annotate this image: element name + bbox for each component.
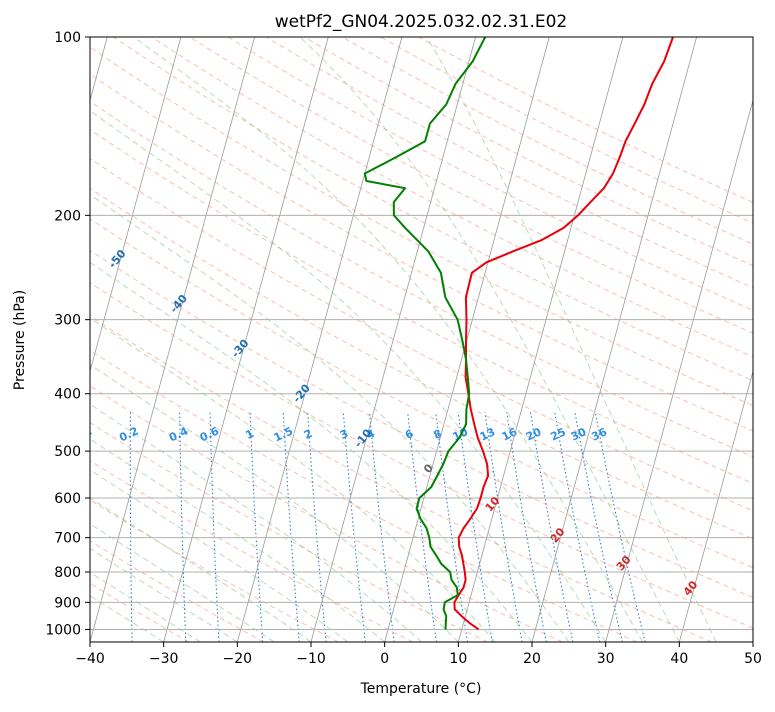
y-tick-label: 500 (54, 444, 81, 460)
x-tick-label: 10 (449, 651, 467, 667)
x-axis-label: Temperature (°C) (360, 681, 482, 697)
x-tick-label: −10 (296, 651, 326, 667)
x-tick-label: 30 (597, 651, 615, 667)
x-tick-label: −30 (149, 651, 179, 667)
x-tick-label: 0 (380, 651, 389, 667)
x-tick-label: −20 (223, 651, 253, 667)
x-tick-label: 50 (744, 651, 762, 667)
y-tick-label: 300 (54, 313, 81, 329)
y-tick-label: 600 (54, 491, 81, 507)
y-tick-label: 800 (54, 565, 81, 581)
y-tick-label: 900 (54, 595, 81, 611)
y-tick-label: 1000 (45, 622, 81, 638)
y-axis-label: Pressure (hPa) (12, 290, 28, 390)
y-tick-label: 400 (54, 387, 81, 403)
chart-title: wetPf2_GN04.2025.032.02.31.E02 (275, 12, 567, 32)
y-tick-label: 700 (54, 531, 81, 547)
y-tick-label: 100 (54, 30, 81, 46)
x-tick-label: 40 (670, 651, 688, 667)
y-tick-label: 200 (54, 208, 81, 224)
x-tick-label: −40 (75, 651, 105, 667)
x-tick-label: 20 (523, 651, 541, 667)
